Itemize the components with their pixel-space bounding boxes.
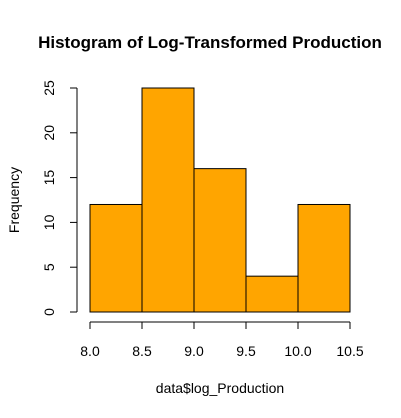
- x-tick-label-3: 9.5: [236, 343, 256, 359]
- chart-title: Histogram of Log-Transformed Production: [38, 33, 382, 52]
- y-axis: 0 5 10 15 20 25: [41, 80, 78, 316]
- histogram-bar-2: [193, 168, 247, 313]
- y-tick-label-5: 25: [41, 80, 57, 96]
- y-tick-label-2: 10: [41, 214, 57, 230]
- x-tick-label-1: 8.5: [132, 343, 152, 359]
- x-tick-label-0: 8.0: [80, 343, 100, 359]
- x-axis: 8.0 8.5 9.0 9.5 10.0 10.5: [80, 321, 364, 359]
- y-tick-label-4: 20: [41, 125, 57, 141]
- histogram-bar-3: [245, 275, 299, 313]
- y-tick-label-1: 5: [41, 263, 57, 271]
- x-tick-label-2: 9.0: [184, 343, 204, 359]
- x-tick-label-4: 10.0: [284, 343, 311, 359]
- y-axis-label: Frequency: [6, 167, 22, 233]
- histogram-bar-1: [141, 87, 195, 313]
- histogram-bar-0: [89, 203, 143, 313]
- x-tick-label-5: 10.5: [336, 343, 363, 359]
- x-axis-label: data$log_Production: [156, 380, 284, 396]
- y-tick-label-0: 0: [41, 308, 57, 316]
- y-tick-label-3: 15: [41, 170, 57, 186]
- bars-group: [89, 87, 351, 313]
- histogram-bar-4: [297, 203, 351, 313]
